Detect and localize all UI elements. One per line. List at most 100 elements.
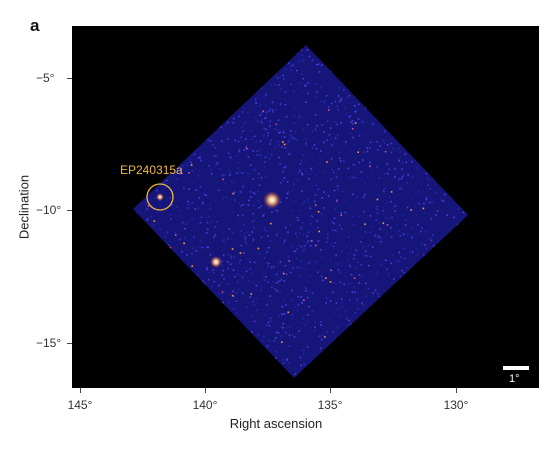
noise-pixel [316,376,319,378]
noise-pixel [338,43,340,45]
noise-pixel [347,116,350,119]
noise-pixel [471,347,473,349]
noise-pixel [402,55,405,58]
noise-pixel [387,217,390,220]
noise-pixel [309,240,312,242]
noise-pixel [133,310,134,312]
noise-pixel [418,84,420,86]
noise-pixel [364,244,366,247]
noise-pixel [228,152,230,155]
noise-pixel [394,176,396,178]
noise-pixel [284,57,287,60]
noise-pixel [194,189,197,191]
noise-pixel [350,50,353,53]
noise-pixel [352,315,355,318]
noise-pixel [307,178,310,180]
noise-pixel [127,66,129,68]
noise-pixel [380,62,383,65]
noise-pixel [415,146,418,148]
noise-pixel [266,55,269,57]
noise-pixel [444,357,447,359]
noise-pixel [220,324,223,327]
noise-pixel [241,334,243,336]
noise-pixel [261,121,263,124]
noise-pixel [180,363,182,366]
noise-pixel [176,178,179,180]
noise-pixel [215,155,217,158]
noise-pixel [159,346,161,348]
noise-pixel [265,60,268,62]
noise-pixel [193,225,196,227]
noise-pixel [320,324,322,326]
noise-pixel [178,70,181,73]
noise-pixel [299,232,301,235]
noise-pixel [470,176,472,178]
noise-pixel [139,262,142,265]
noise-pixel [138,308,141,311]
noise-pixel [464,174,467,176]
noise-pixel [179,375,181,377]
noise-pixel [208,318,211,321]
noise-pixel [359,47,362,50]
noise-pixel [320,150,322,152]
noise-pixel [446,377,448,378]
noise-pixel [245,359,248,362]
noise-pixel [443,319,446,321]
noise-pixel [249,164,252,166]
noise-pixel [420,267,422,269]
noise-pixel [198,217,200,219]
noise-pixel [461,264,464,267]
noise-pixel [201,366,204,368]
noise-pixel [377,207,379,210]
noise-pixel [133,110,134,112]
noise-pixel [283,280,286,282]
noise-pixel [360,228,362,230]
noise-pixel [137,104,139,106]
noise-pixel [223,59,226,62]
noise-pixel [236,221,239,223]
noise-pixel [243,45,245,48]
noise-pixel [165,49,168,51]
noise-pixel [466,96,468,98]
noise-pixel [168,271,171,273]
noise-pixel [292,138,295,140]
noise-pixel [169,197,172,199]
noise-pixel [469,231,471,233]
noise-pixel [152,63,155,65]
noise-pixel [255,102,257,104]
noise-pixel [467,338,468,340]
noise-pixel [293,250,296,253]
noise-pixel [445,140,447,142]
noise-pixel [203,282,206,285]
noise-pixel [128,143,130,145]
noise-pixel [172,67,174,70]
noise-pixel [265,360,268,363]
noise-pixel [382,68,384,70]
noise-pixel [133,156,135,159]
noise-pixel [447,72,450,74]
noise-pixel [264,361,266,363]
noise-pixel [416,267,419,270]
noise-pixel [369,57,372,59]
y-tick-label: −15° [36,336,62,350]
noise-pixel [386,57,389,59]
noise-pixel [282,129,285,132]
noise-pixel [357,216,360,218]
noise-pixel [273,363,276,365]
noise-pixel [337,107,339,110]
noise-pixel [425,307,427,309]
noise-pixel [248,84,250,87]
noise-pixel [330,57,332,60]
noise-pixel [413,350,415,352]
noise-pixel [457,160,459,163]
noise-pixel [371,85,373,87]
noise-pixel [139,106,141,108]
noise-pixel [314,114,317,116]
noise-pixel [398,251,400,253]
noise-pixel [409,85,412,88]
noise-pixel [275,234,278,237]
noise-pixel [466,245,468,247]
noise-pixel [353,377,355,378]
noise-pixel [436,322,439,324]
noise-pixel [238,201,240,204]
